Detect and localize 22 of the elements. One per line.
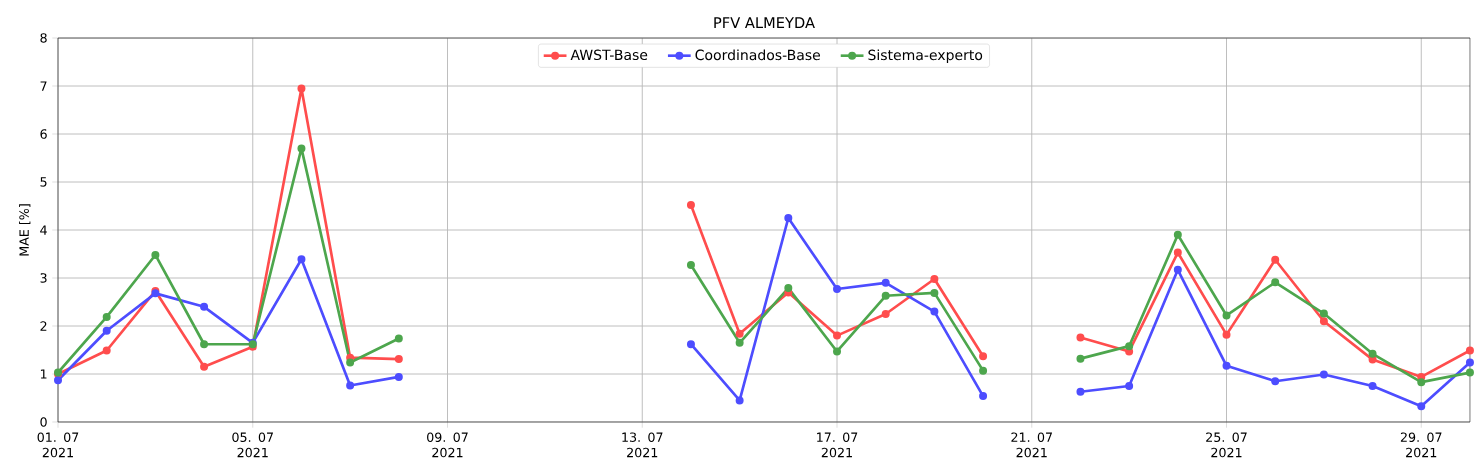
legend-label: Sistema-experto: [868, 49, 983, 63]
chart-title: PFV ALMEYDA: [714, 17, 815, 28]
x-tick-label: 21. 07 2021: [1011, 432, 1052, 458]
legend-label: Coordinados-Base: [695, 49, 821, 61]
y-tick-label: 2: [40, 321, 47, 331]
x-tick-label: 25. 07 2021: [1206, 432, 1247, 458]
y-tick-label: 6: [40, 129, 47, 139]
legend-label: AWST-Base: [570, 49, 648, 61]
y-tick-label: 0: [40, 417, 47, 427]
x-tick-label: 13. 07 2021: [622, 432, 663, 458]
x-tick-label: 05. 07 2021: [232, 432, 273, 458]
x-tick-label: 09. 07 2021: [427, 432, 468, 458]
x-tick-label: 17. 07 2021: [817, 432, 858, 458]
x-tick-label: 01. 07 2021: [37, 432, 79, 458]
y-tick-label: 8: [40, 33, 47, 43]
x-tick-label: 29. 07 2021: [1400, 432, 1442, 458]
y-axis-title: MAE [%]: [19, 204, 31, 256]
y-tick-label: 7: [40, 81, 47, 91]
y-tick-label: 4: [40, 225, 47, 235]
y-tick-label: 1: [40, 369, 47, 379]
y-tick-label: 3: [40, 273, 47, 283]
y-tick-label: 5: [40, 177, 47, 187]
